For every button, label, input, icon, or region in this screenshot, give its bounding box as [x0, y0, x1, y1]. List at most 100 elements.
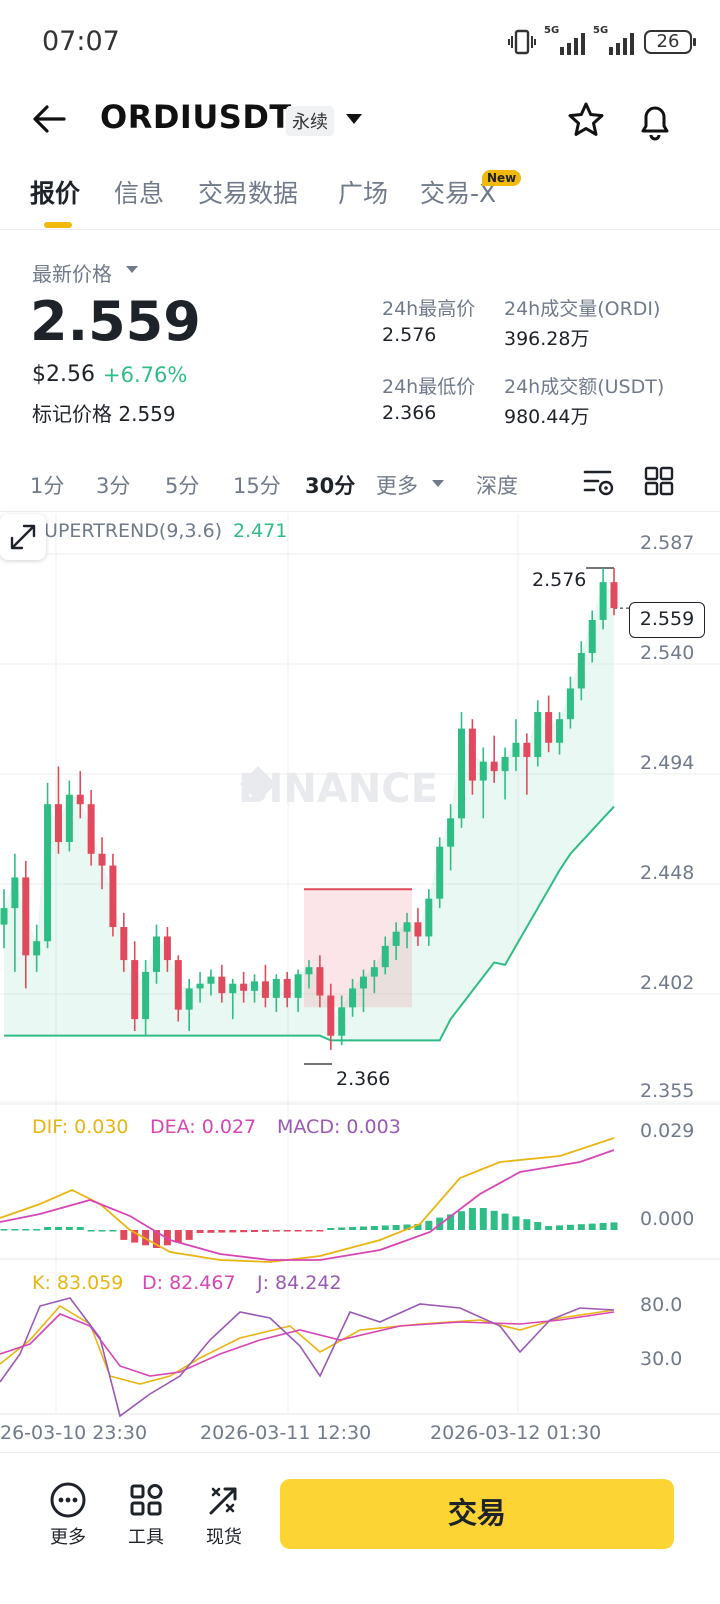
supertrend-label: SUPERTREND(9,3.6): [32, 520, 223, 542]
spot-button[interactable]: 现货: [194, 1481, 254, 1549]
candle-body: [523, 742, 531, 757]
chart-canvas[interactable]: BINANCE: [0, 514, 720, 1454]
signal-icon-2: 5G: [593, 25, 634, 55]
tab-bar: 报价 信息 交易数据 广场 交易-X New: [0, 168, 720, 230]
high-24h-label: 24h最高价: [382, 298, 476, 320]
candle: [468, 719, 476, 795]
more-button[interactable]: 更多: [38, 1481, 98, 1549]
candle: [512, 719, 520, 772]
tools-button[interactable]: 工具: [116, 1481, 176, 1549]
y-tick-label: 2.448: [640, 862, 695, 884]
candle-body: [479, 761, 487, 781]
symbol-dropdown-icon[interactable]: [346, 114, 362, 124]
macd-bar: [98, 1230, 106, 1232]
candle: [556, 712, 564, 755]
fullscreen-expand-icon[interactable]: [0, 514, 46, 560]
macd-bar: [185, 1230, 193, 1240]
dif-label: DIF: 0.030: [32, 1116, 129, 1138]
candle-body: [468, 728, 476, 781]
y-tick-label: 2.355: [640, 1080, 695, 1102]
network-type-2: 5G: [593, 25, 609, 36]
candle-body: [87, 804, 95, 854]
candle: [207, 969, 215, 996]
y-tick-label: 2.587: [640, 532, 695, 554]
price-chart[interactable]: BINANCE SUPERTREND(9,3.6) 2.471 2.587 2.…: [0, 514, 720, 1454]
tab-active-indicator: [44, 222, 72, 228]
trade-button[interactable]: 交易: [280, 1479, 674, 1549]
back-arrow-icon[interactable]: [30, 102, 70, 136]
interval-1m[interactable]: 1分: [30, 474, 65, 498]
candle-body: [218, 976, 226, 994]
candle-body: [174, 960, 182, 1010]
candle-body: [261, 981, 269, 998]
layout-grid-icon[interactable]: [644, 466, 674, 496]
interval-more[interactable]: 更多: [376, 474, 418, 498]
macd-bar: [610, 1222, 618, 1230]
candle-body: [392, 931, 400, 946]
candle: [174, 955, 182, 1022]
tab-square[interactable]: 广场: [338, 179, 389, 208]
macd-tick-label: 0.000: [640, 1208, 695, 1230]
candle-body: [54, 804, 62, 842]
latest-price-dropdown-icon[interactable]: [126, 266, 138, 273]
macd-bar: [44, 1227, 52, 1230]
candle: [76, 771, 84, 819]
turnover-24h-label: 24h成交额(USDT): [504, 376, 665, 398]
status-bar: 07:07 5G 5G 26: [0, 0, 720, 88]
candle: [142, 960, 150, 1036]
price-summary: 最新价格 2.559 $2.56 +6.76% 标记价格 2.559 24h最高…: [0, 232, 720, 452]
candle: [545, 695, 553, 753]
indicator-settings-icon[interactable]: [582, 466, 616, 500]
macd-bar: [240, 1230, 248, 1233]
contract-type-badge: 永续: [286, 106, 334, 136]
tab-quote[interactable]: 报价: [30, 179, 81, 208]
latest-price-label[interactable]: 最新价格: [32, 262, 112, 286]
candle-body: [131, 960, 139, 1020]
candle-body: [305, 967, 313, 975]
kdj-line: [0, 1304, 615, 1385]
symbol-title[interactable]: ORDIUSDT: [100, 98, 292, 136]
candle: [251, 974, 259, 1003]
candle: [272, 974, 280, 1013]
interval-depth[interactable]: 深度: [476, 474, 518, 498]
candle: [359, 969, 367, 1013]
turnover-24h-value: 980.44万: [504, 406, 590, 428]
macd-bar: [479, 1208, 487, 1230]
macd-bar: [294, 1230, 302, 1232]
candle-body: [76, 794, 84, 805]
macd-bar: [22, 1229, 30, 1231]
candle-body: [447, 818, 455, 847]
interval-30m[interactable]: 30分: [305, 474, 356, 498]
candle-body: [272, 978, 280, 998]
candle: [381, 936, 389, 975]
tab-info[interactable]: 信息: [114, 179, 165, 208]
macd-bar: [283, 1230, 291, 1232]
macd-bar: [577, 1224, 585, 1230]
candle-body: [65, 794, 73, 842]
interval-15m[interactable]: 15分: [233, 474, 281, 498]
candle: [610, 567, 618, 616]
candle: [120, 912, 128, 972]
candle-body: [545, 712, 553, 743]
star-icon[interactable]: [566, 100, 606, 140]
interval-3m[interactable]: 3分: [96, 474, 131, 498]
mark-price-value: 2.559: [118, 402, 176, 426]
macd-bar: [65, 1227, 73, 1230]
status-icons: 5G 5G 26: [508, 25, 696, 56]
bottom-action-bar: 更多 工具 现货 交易: [0, 1452, 720, 1604]
candle-body: [359, 976, 367, 989]
macd-bar: [109, 1230, 117, 1232]
candle-body: [599, 582, 607, 620]
candle-body: [207, 976, 215, 984]
macd-bar: [11, 1229, 19, 1231]
volume-24h-label: 24h成交量(ORDI): [504, 298, 661, 320]
tools-grid-icon: [130, 1484, 163, 1516]
candle: [327, 983, 335, 1050]
candle: [98, 837, 106, 890]
macd-bar: [523, 1219, 531, 1230]
candle: [599, 567, 607, 630]
more-dropdown-icon[interactable]: [432, 480, 444, 487]
interval-5m[interactable]: 5分: [165, 474, 200, 498]
bell-icon[interactable]: [634, 100, 676, 142]
tab-trading-data[interactable]: 交易数据: [198, 179, 299, 208]
